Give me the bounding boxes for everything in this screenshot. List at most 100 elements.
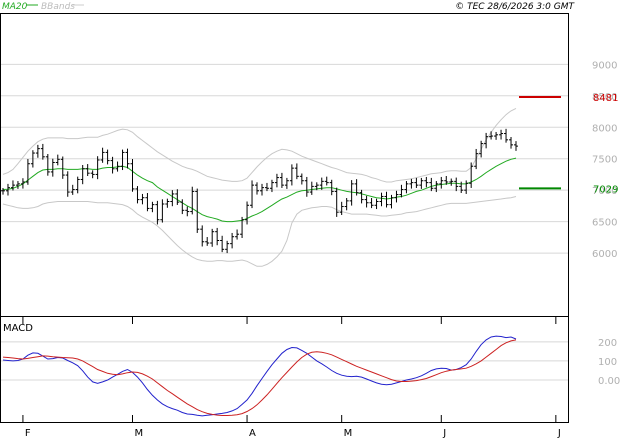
ohlc-bar — [190, 186, 195, 215]
ohlc-bar — [449, 178, 454, 186]
ohlc-bar — [469, 162, 474, 188]
ohlc-bar — [220, 235, 225, 253]
ohlc-bar — [484, 132, 489, 149]
price-y-tick-label: 7000 — [592, 186, 617, 197]
legend-ma20: MA20 — [2, 2, 28, 12]
ohlc-bar — [279, 172, 284, 188]
ohlc-bar — [55, 154, 60, 166]
ohlc-bar — [140, 193, 145, 205]
ohlc-bar — [35, 144, 40, 158]
ohlc-bar — [464, 180, 469, 194]
ohlc-bar — [494, 131, 499, 140]
ohlc-bar — [309, 181, 314, 195]
ohlc-bar — [50, 158, 55, 177]
ohlc-bar — [5, 183, 10, 196]
ohlc-bar — [349, 180, 354, 206]
ohlc-bar — [334, 187, 339, 217]
x-tick-label: A — [249, 428, 256, 439]
ohlc-bar — [274, 173, 279, 188]
ohlc-bar — [10, 180, 15, 191]
ohlc-bar — [85, 164, 90, 177]
ohlc-bar — [429, 177, 434, 192]
ma20-series — [2, 157, 517, 223]
ohlc-bar — [110, 156, 115, 174]
ohlc-bar — [434, 181, 439, 193]
ohlc-bar — [205, 237, 210, 246]
ohlc-bar — [509, 137, 514, 149]
ohlc-bar — [339, 201, 344, 216]
ohlc-bar — [200, 225, 205, 247]
bband-lower-line — [2, 196, 517, 267]
ohlc-bar — [15, 181, 20, 189]
macd-y-axis: 200 100 0.00 — [598, 338, 620, 387]
ohlc-bar — [409, 178, 414, 189]
ohlc-bar — [45, 153, 50, 176]
ohlc-bar — [130, 159, 135, 192]
macd-title: MACD — [3, 323, 33, 334]
ohlc-bar — [414, 177, 419, 188]
ohlc-bar — [90, 170, 95, 179]
bband-upper-line — [2, 107, 517, 183]
price-panel-frame — [0, 13, 569, 317]
ohlc-bar — [444, 176, 449, 185]
ohlc-bar — [165, 198, 170, 208]
macd-signal-line — [2, 339, 517, 416]
ohlc-bar — [439, 176, 444, 189]
ohlc-bar — [474, 148, 479, 170]
ohlc-bar — [25, 159, 30, 185]
ohlc-bar — [225, 240, 230, 254]
ohlc-bar — [364, 195, 369, 208]
ohlc-bar — [250, 180, 255, 209]
ohlc-bar — [240, 216, 245, 238]
x-tick-label: M — [344, 428, 353, 439]
ohlc-bar — [399, 184, 404, 198]
macd-gridlines — [1, 341, 568, 381]
copyright-text: © TEC 28/6/2026 3:0 GMT — [455, 2, 575, 12]
ma20-line — [2, 157, 517, 223]
ohlc-bar — [344, 198, 349, 211]
ohlc-bar — [40, 143, 45, 160]
ohlc-bar — [195, 188, 200, 233]
macd-series — [2, 335, 517, 417]
macd-y-tick-label: 100 — [598, 357, 617, 368]
ohlc-bar — [269, 179, 274, 193]
price-y-tick-label: 8000 — [592, 123, 617, 134]
ohlc-bar — [424, 176, 429, 188]
ohlc-bar — [30, 150, 35, 168]
ohlc-bar — [319, 177, 324, 190]
price-marker-label: 7029 — [593, 184, 618, 195]
ohlc-bar — [155, 200, 160, 225]
ohlc-bar — [60, 156, 65, 179]
ohlc-bar — [1, 187, 5, 195]
x-tick-label: M — [134, 428, 143, 439]
price-y-axis: 9000 8500 8000 7500 7000 6500 6000 — [592, 60, 617, 260]
ohlc-bar — [324, 176, 329, 186]
ohlc-bar — [369, 198, 374, 209]
ohlc-bar — [65, 171, 70, 197]
ohlc-bar — [80, 165, 85, 185]
ohlc-bar — [259, 183, 264, 196]
price-y-tick-label: 9000 — [592, 60, 617, 71]
ohlc-bar — [264, 182, 269, 192]
ohlc-bar — [329, 179, 334, 196]
ohlc-bar — [289, 164, 294, 186]
x-tick-label: F — [25, 428, 31, 439]
ohlc-bar — [479, 140, 484, 158]
ohlc-bar — [160, 199, 165, 223]
bollinger-bands — [2, 107, 517, 267]
ohlc-bar — [314, 182, 319, 191]
ohlc-bar — [150, 201, 155, 213]
ohlc-bar — [374, 198, 379, 210]
ohlc-bar — [135, 186, 140, 204]
ohlc-bar — [419, 177, 424, 189]
ohlc-bar — [95, 156, 100, 180]
ohlc-bar — [514, 141, 518, 151]
ohlc-bar — [389, 194, 394, 209]
macd-y-tick-label: 200 — [598, 338, 617, 349]
ohlc-bar — [504, 128, 509, 143]
price-y-tick-label: 8500 — [592, 92, 617, 103]
price-markers: 8481 7029 — [519, 93, 618, 195]
ohlc-bar — [20, 178, 25, 189]
ohlc-bar — [299, 173, 304, 185]
